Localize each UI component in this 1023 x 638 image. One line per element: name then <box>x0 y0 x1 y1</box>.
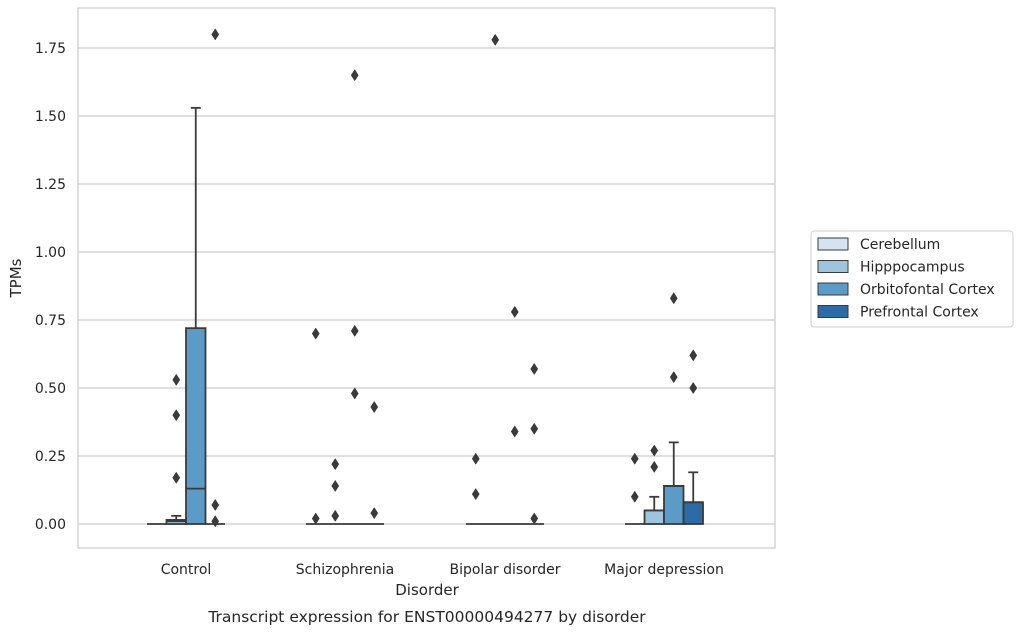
outlier-point <box>331 479 340 492</box>
outlier-point <box>370 400 379 414</box>
outlier-point <box>370 507 379 520</box>
legend-item: Hipppocampus <box>817 260 965 276</box>
outlier-point <box>530 362 539 376</box>
box-plot <box>663 441 685 525</box>
legend-label: Cerebellum <box>860 237 940 253</box>
x-tick-label: Major depression <box>604 562 724 578</box>
legend-swatch <box>817 237 849 251</box>
outlier-point <box>211 498 220 512</box>
box-iqr <box>682 501 704 525</box>
box-plot <box>185 106 207 525</box>
legend-label: Hipppocampus <box>860 260 965 276</box>
legend-item: Prefrontal Cortex <box>817 305 979 321</box>
outlier-point <box>311 512 320 525</box>
outlier-point <box>211 515 220 528</box>
outlier-point <box>510 305 519 318</box>
legend-label: Prefrontal Cortex <box>860 305 979 321</box>
outlier-point <box>172 409 181 422</box>
box-plot <box>165 514 187 525</box>
x-tick-label: Schizophrenia <box>296 562 394 578</box>
outlier-point <box>630 452 639 465</box>
box-plot <box>682 471 704 525</box>
outlier-point <box>350 69 359 82</box>
grid-layer <box>78 47 775 525</box>
y-tick-label: 0.00 <box>35 517 66 533</box>
outlier-point <box>669 371 678 384</box>
outlier-point <box>530 512 539 525</box>
outlier-point <box>689 381 698 395</box>
outlier-point <box>350 387 359 400</box>
y-tick-label: 1.00 <box>35 245 66 261</box>
y-tick-label: 1.25 <box>35 177 66 193</box>
y-axis-ticks: 0.00 0.25 0.50 0.75 1.00 1.25 1.50 1.75 <box>35 41 66 533</box>
y-tick-label: 0.50 <box>35 381 66 397</box>
plot-frame <box>77 7 776 549</box>
legend-item: Cerebellum <box>817 237 940 253</box>
outlier-point <box>630 490 639 503</box>
outlier-point <box>491 33 500 46</box>
legend-frame <box>810 230 1014 328</box>
outlier-point <box>471 452 480 465</box>
outlier-point <box>311 327 320 340</box>
figure-caption: Transcript expression for ENST0000049427… <box>207 608 646 626</box>
box-iqr <box>643 509 665 525</box>
outlier-point <box>172 373 181 386</box>
outlier-point <box>331 458 340 471</box>
box-plot <box>643 495 665 525</box>
outlier-point <box>331 509 340 522</box>
legend-label: Orbitofontal Cortex <box>860 282 995 298</box>
outlier-point <box>530 422 539 435</box>
x-axis-label: Disorder <box>395 581 459 599</box>
outlier-layer <box>172 28 698 528</box>
outlier-point <box>689 349 698 362</box>
box-iqr <box>663 485 685 525</box>
outlier-point <box>211 28 220 41</box>
y-axis-label: TPMs <box>7 258 25 298</box>
outlier-point <box>650 444 659 457</box>
outlier-point <box>650 460 659 473</box>
outlier-point <box>510 425 519 438</box>
legend-swatch <box>817 305 849 318</box>
x-axis-ticks: Control Schizophrenia Bipolar disorder Majo… <box>161 562 724 578</box>
outlier-point <box>669 292 678 305</box>
legend-item: Orbitofontal Cortex <box>817 282 995 298</box>
outlier-point <box>172 471 181 484</box>
y-tick-label: 0.75 <box>35 313 66 329</box>
y-tick-label: 0.25 <box>35 449 66 465</box>
legend-swatch <box>817 260 849 273</box>
x-tick-label: Control <box>161 562 212 578</box>
legend: Cerebellum Hipppocampus Orbitofontal Corte… <box>810 230 1014 328</box>
outlier-point <box>350 324 359 337</box>
box-iqr <box>185 327 207 525</box>
y-tick-label: 1.75 <box>35 41 66 57</box>
y-tick-label: 1.50 <box>35 109 66 125</box>
box-layer <box>147 106 704 525</box>
legend-swatch <box>817 282 849 296</box>
outlier-point <box>471 488 480 501</box>
x-tick-label: Bipolar disorder <box>449 562 560 578</box>
